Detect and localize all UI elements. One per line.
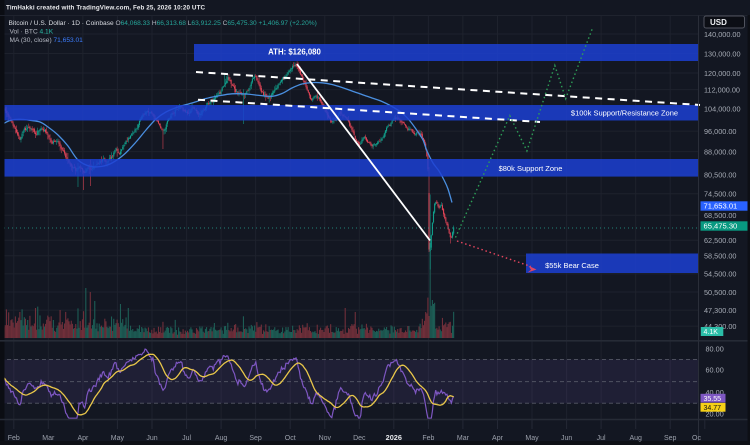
svg-text:Feb: Feb (422, 435, 434, 442)
svg-text:Vol · BTC 4.1K: Vol · BTC 4.1K (10, 29, 54, 36)
svg-text:68,500.00: 68,500.00 (704, 211, 736, 220)
svg-text:$100k Support/Resistance Zone: $100k Support/Resistance Zone (571, 109, 678, 118)
svg-text:Feb: Feb (8, 435, 20, 442)
svg-text:47,300.00: 47,300.00 (704, 306, 736, 315)
svg-text:80.00: 80.00 (706, 344, 724, 353)
svg-text:USD: USD (710, 18, 727, 27)
svg-text:$80k Support Zone: $80k Support Zone (499, 164, 563, 173)
svg-text:Apr: Apr (492, 435, 504, 442)
svg-text:Oct: Oct (285, 435, 296, 442)
svg-text:35.55: 35.55 (704, 396, 722, 403)
svg-text:130,000.00: 130,000.00 (704, 49, 741, 58)
svg-text:Sep: Sep (664, 435, 677, 442)
svg-text:44,300.00: 44,300.00 (704, 322, 736, 331)
svg-text:Jun: Jun (146, 435, 157, 442)
svg-text:40.00: 40.00 (706, 388, 724, 397)
svg-text:112,000.00: 112,000.00 (704, 85, 740, 94)
svg-text:Mar: Mar (42, 435, 55, 442)
svg-text:Aug: Aug (629, 435, 642, 442)
svg-text:65,475.30: 65,475.30 (704, 222, 738, 231)
svg-text:2026: 2026 (386, 433, 402, 442)
svg-text:50,500.00: 50,500.00 (704, 288, 736, 297)
svg-text:Apr: Apr (77, 435, 89, 442)
svg-text:May: May (111, 435, 125, 442)
svg-text:58,500.00: 58,500.00 (704, 252, 736, 261)
svg-text:$55k Bear Case: $55k Bear Case (545, 261, 599, 270)
svg-text:Aug: Aug (215, 435, 228, 442)
svg-text:May: May (525, 435, 539, 442)
svg-text:140,000.00: 140,000.00 (704, 30, 741, 39)
svg-text:Sep: Sep (249, 435, 262, 442)
svg-text:TimHakki created with TradingV: TimHakki created with TradingView.com, F… (6, 5, 206, 12)
svg-text:34.77: 34.77 (704, 405, 722, 412)
svg-text:Jun: Jun (561, 435, 572, 442)
svg-text:ATH: $126,080: ATH: $126,080 (268, 48, 321, 57)
svg-text:54,500.00: 54,500.00 (704, 270, 736, 279)
svg-text:96,000.00: 96,000.00 (704, 127, 736, 136)
svg-text:Jul: Jul (597, 435, 606, 442)
svg-text:88,000.00: 88,000.00 (704, 147, 736, 156)
svg-text:74,500.00: 74,500.00 (704, 190, 736, 199)
svg-text:104,000.00: 104,000.00 (704, 105, 741, 114)
svg-text:MA (30, close) 71,653.01: MA (30, close) 71,653.01 (10, 37, 84, 44)
svg-text:Jul: Jul (182, 435, 191, 442)
svg-text:Oc: Oc (692, 435, 701, 442)
svg-text:Dec: Dec (353, 435, 366, 442)
svg-text:60.00: 60.00 (706, 366, 724, 375)
svg-text:Nov: Nov (319, 435, 332, 442)
svg-text:71,653.01: 71,653.01 (704, 202, 738, 211)
svg-text:Mar: Mar (457, 435, 470, 442)
svg-text:20.00: 20.00 (706, 409, 724, 418)
svg-text:4.1K: 4.1K (704, 329, 719, 336)
svg-text:Bitcoin / U.S. Dollar · 1D · C: Bitcoin / U.S. Dollar · 1D · Coinbase O6… (9, 20, 317, 27)
svg-text:120,000.00: 120,000.00 (704, 69, 741, 78)
svg-text:62,500.00: 62,500.00 (704, 236, 736, 245)
svg-text:80,500.00: 80,500.00 (704, 171, 736, 180)
